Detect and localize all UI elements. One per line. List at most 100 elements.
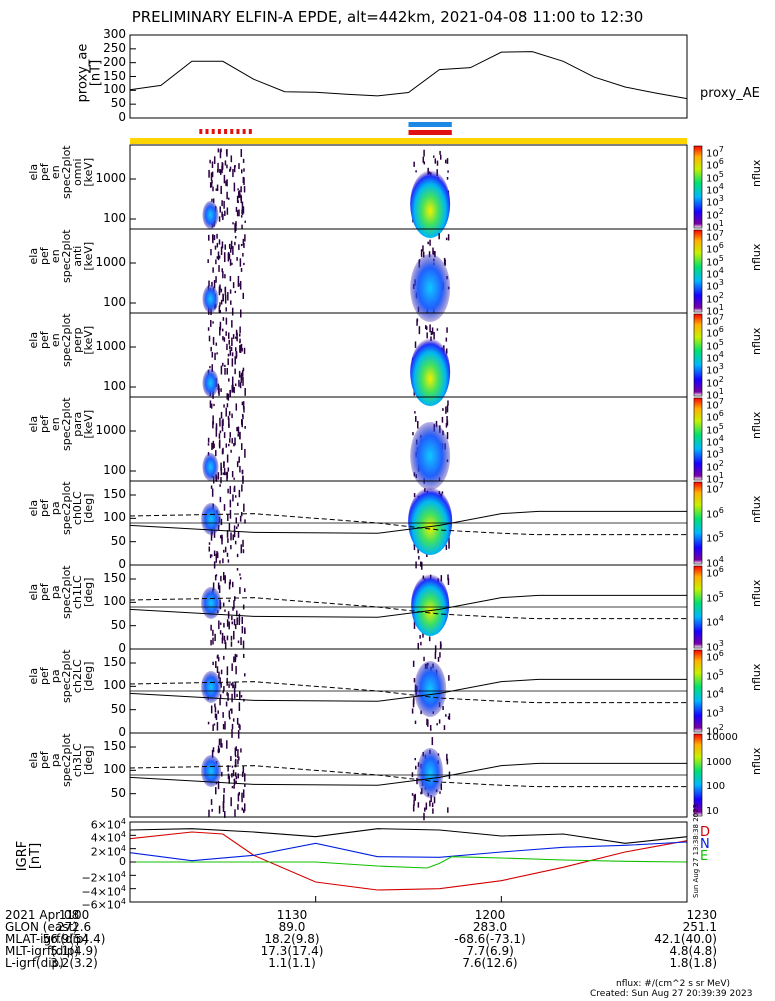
flux-streak [238,163,240,170]
flux-streak [225,180,227,186]
flux-streak [234,596,236,601]
flux-streak [239,382,242,389]
flux-streak [213,280,216,289]
flux-streak [234,681,237,689]
flux-streak [423,161,426,165]
footer-value: 7.6(12.6) [462,956,518,970]
flux-streak [222,317,225,321]
colorbar-tick-label: 104 [706,266,724,281]
flux-streak [231,663,233,671]
flux-streak [228,523,231,531]
flux-streak [239,431,241,440]
flux-streak [237,278,240,287]
flux-streak [427,719,429,727]
flux-streak [213,156,216,164]
flux-streak [227,353,230,357]
flux-streak [207,437,210,443]
flux-streak [212,637,214,645]
igrf-legend-n: N [700,837,710,852]
flux-streak [446,416,448,423]
flux-streak [233,687,236,696]
flux-streak [221,200,223,207]
flux-streak [447,234,450,241]
panel-ylabel: ela pef en spec2plot omni [keV] [27,145,95,199]
colorbar-tick-label: 104 [706,614,724,629]
flux-streak [233,386,235,394]
flux-streak [224,364,226,367]
flux-streak [208,335,211,342]
flux-streak [230,635,233,641]
energy-tick-label: 100 [103,295,126,309]
flux-streak [236,610,238,617]
flux-streak [234,760,237,768]
colorbar-tick-label: 103 [706,278,724,293]
flux-streak [222,293,224,302]
flux-streak [233,528,236,538]
flux-streak [221,534,223,541]
flux-streak [228,332,230,339]
colorbar-tick-label: 105 [706,253,724,268]
energy-tick-label: 100 [103,463,126,477]
colorbar-label: nflux [750,411,763,439]
flux-streak [417,642,420,650]
flux-streak [227,197,230,200]
flux-streak [445,337,448,342]
flux-streak [244,387,246,396]
flux-streak [217,169,219,173]
flux-blob [202,369,219,397]
flux-streak [230,300,232,305]
flux-streak [228,599,230,602]
flux-streak [229,708,232,711]
flux-streak [221,448,224,455]
igrf-legend-e: E [700,849,709,864]
flux-streak [216,352,218,355]
flux-streak [224,721,226,730]
flux-streak [210,346,212,352]
flux-streak [231,358,234,367]
flux-streak [210,624,212,631]
flux-streak [439,791,441,794]
flux-streak [211,281,213,287]
flux-streak [226,619,229,627]
flux-streak [226,666,229,676]
flux-streak [434,251,436,258]
flux-streak [443,725,446,731]
proxy-ae-tick-label: 50 [110,96,126,111]
flux-streak [212,724,214,731]
flux-streak [413,161,415,167]
flux-streak [226,740,228,749]
flux-streak [235,223,237,232]
colorbar-tick-label: 104 [706,182,724,197]
flux-streak [219,484,221,487]
flux-streak [217,710,219,714]
flux-streak [226,393,228,400]
flux-streak [244,588,246,593]
colorbar-tick-label: 107 [706,145,724,160]
flux-streak [448,713,451,720]
igrf-series-total [129,828,688,844]
flux-streak [432,247,434,255]
flux-streak [447,400,449,406]
flux-streak [234,747,237,756]
flux-streak [240,544,243,554]
flux-streak [230,797,232,807]
flux-streak [234,540,237,545]
flux-streak [240,243,243,247]
flux-streak [231,413,233,419]
flux-streak [242,238,245,246]
flux-streak [220,365,223,375]
flux-streak [412,699,415,708]
flux-streak [230,683,233,686]
flux-streak [244,519,246,524]
flux-streak [240,343,243,350]
flux-streak [223,432,226,439]
flux-streak [223,461,225,467]
proxy-ae-tick-label: 150 [103,68,126,83]
flux-streak [434,158,437,164]
flux-streak [226,367,229,375]
flux-streak [226,552,229,557]
flux-streak [211,749,214,758]
flux-streak [413,543,416,551]
flux-streak [238,333,241,337]
energy-tick-label: 1000 [95,423,126,437]
